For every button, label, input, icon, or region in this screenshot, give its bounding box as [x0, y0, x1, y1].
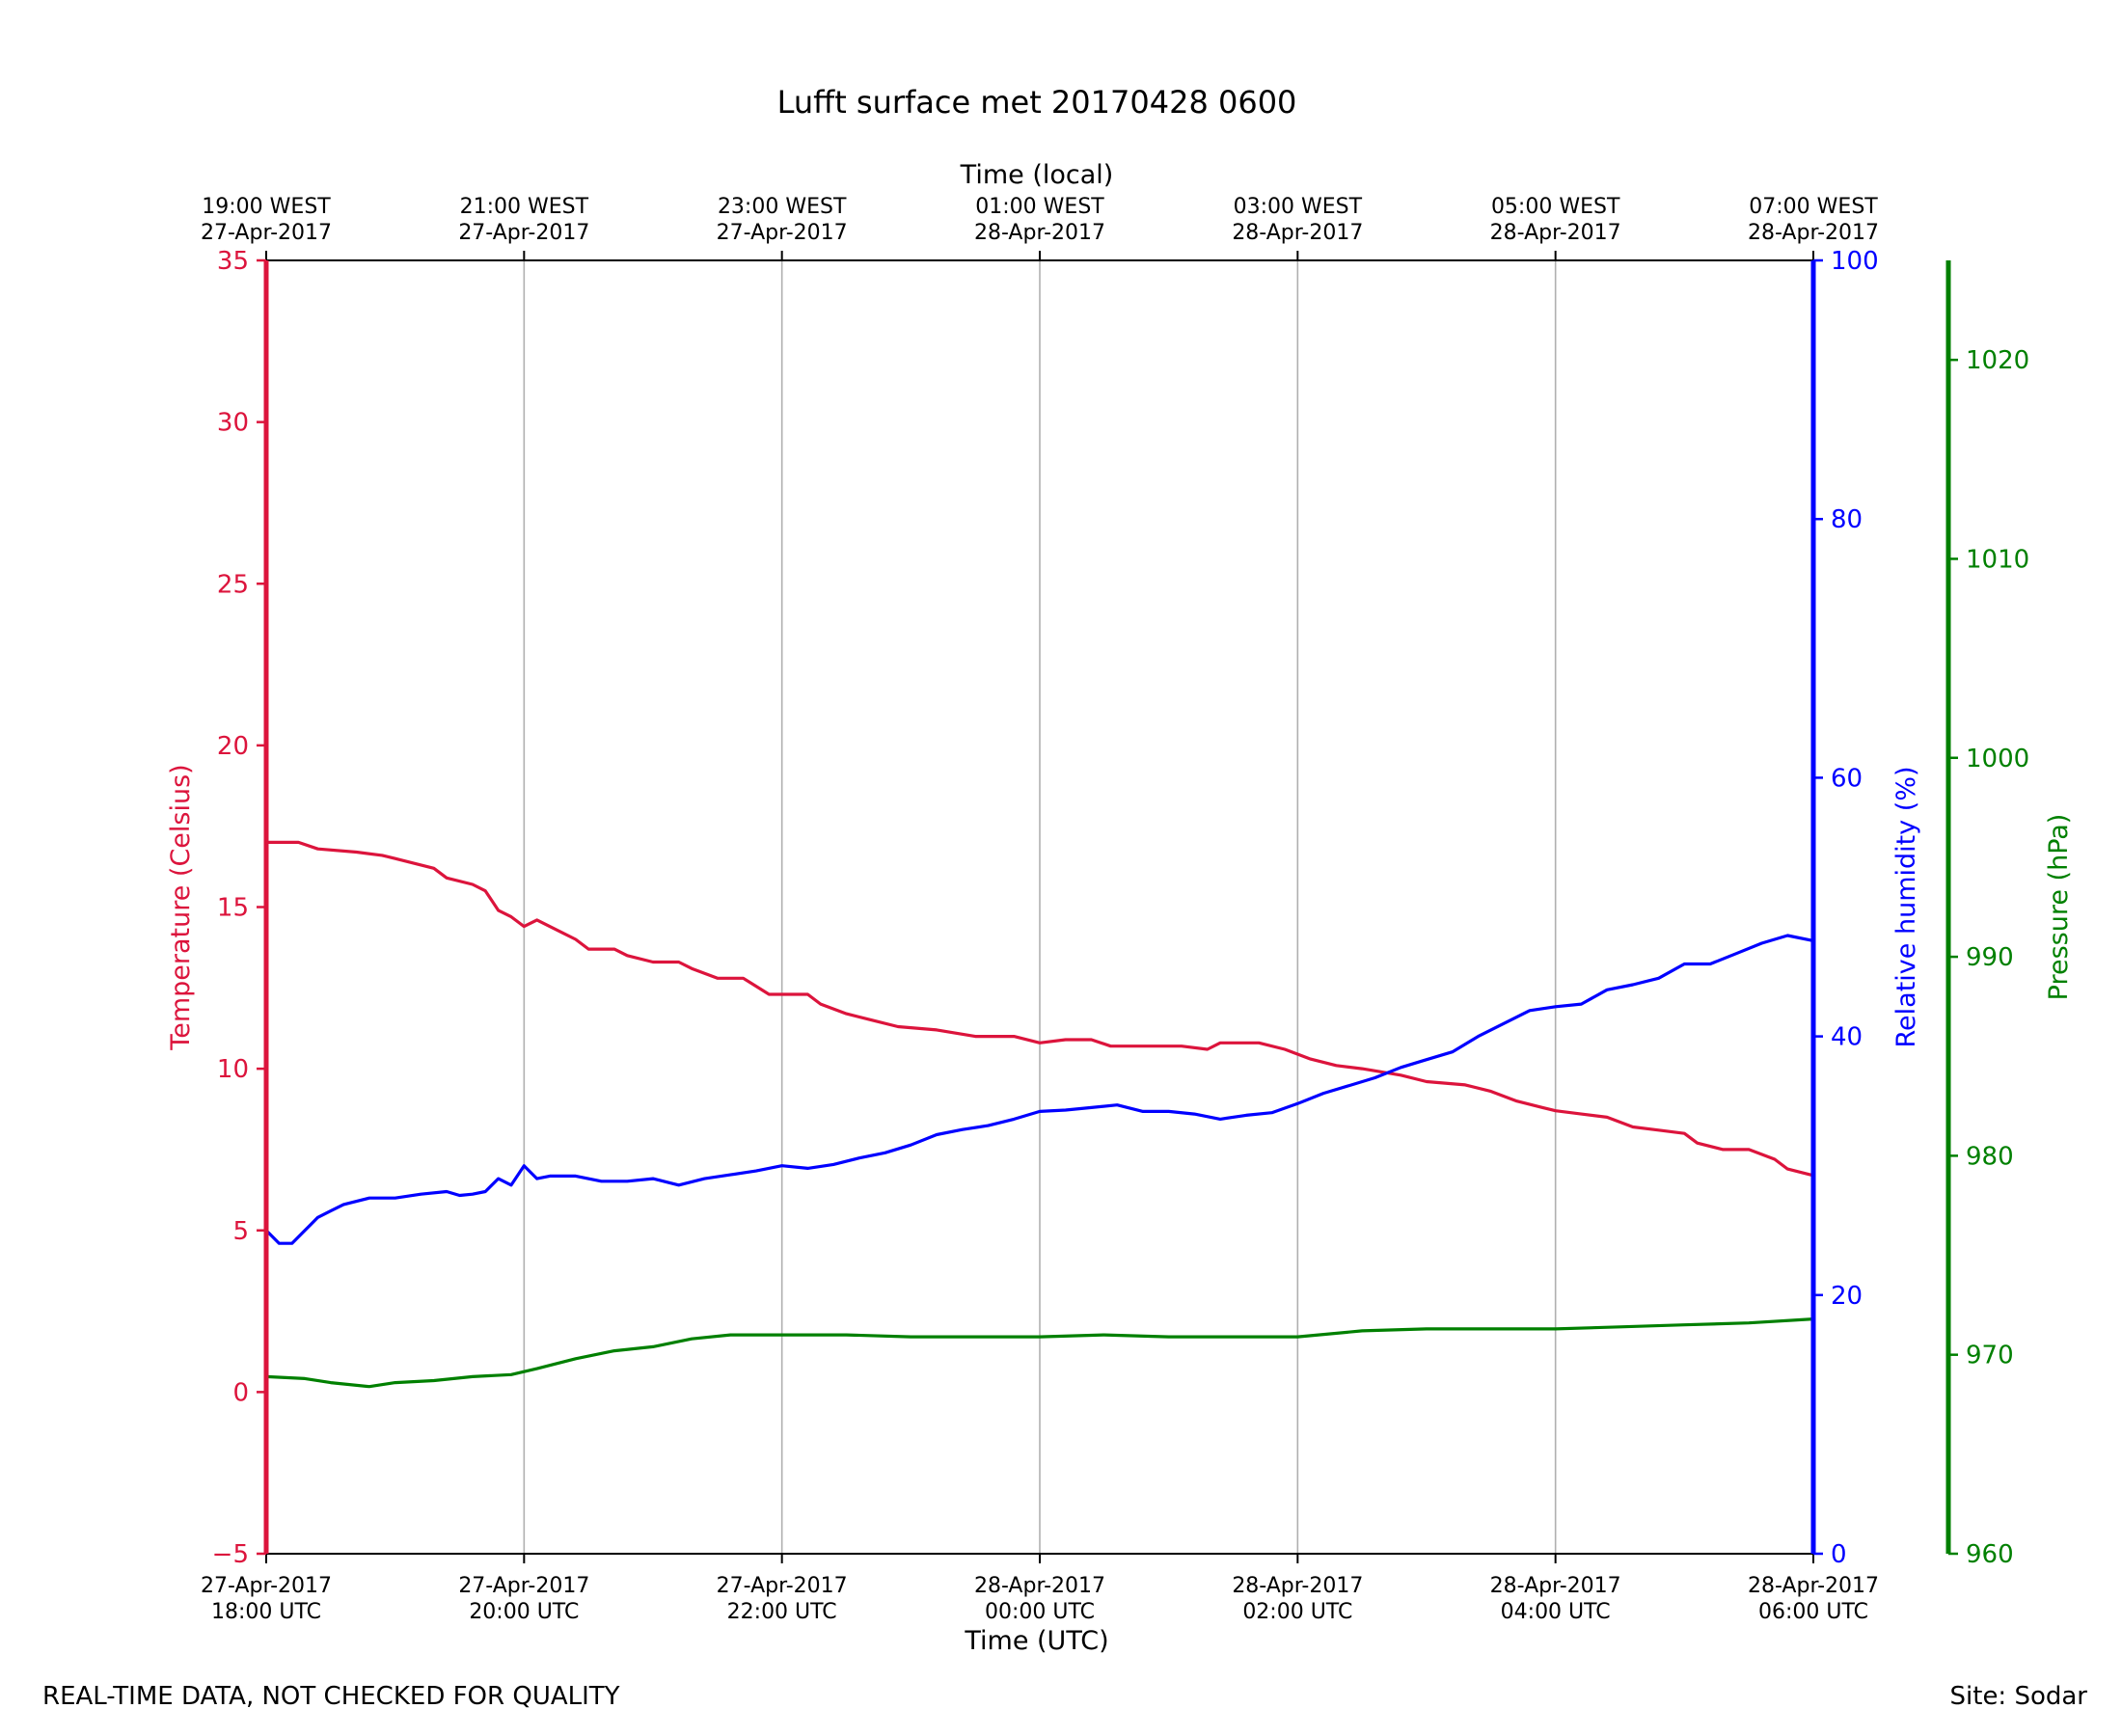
x-top-tick-label-date: 27-Apr-2017 [458, 221, 589, 245]
x-top-tick-label-date: 28-Apr-2017 [974, 221, 1105, 245]
humidity-tick-label: 0 [1831, 1540, 1847, 1569]
temperature-tick-label: −5 [212, 1540, 249, 1569]
pressure-tick-label: 970 [1966, 1342, 2014, 1370]
x-top-tick-label-time: 01:00 WEST [975, 195, 1104, 219]
x-top-tick-label-date: 28-Apr-2017 [1232, 221, 1363, 245]
x-top-tick-label-time: 03:00 WEST [1234, 195, 1363, 219]
pressure-tick-label: 960 [1966, 1540, 2014, 1569]
x-bottom-tick-label-date: 28-Apr-2017 [974, 1574, 1105, 1598]
x-top-tick-label-time: 21:00 WEST [460, 195, 589, 219]
temperature-tick-label: 20 [217, 732, 249, 761]
x-bottom-tick-label-time: 20:00 UTC [469, 1600, 579, 1624]
x-bottom-tick-label-time: 22:00 UTC [727, 1600, 837, 1624]
x-bottom-tick-label-date: 28-Apr-2017 [1490, 1574, 1621, 1598]
x-bottom-tick-label-time: 04:00 UTC [1501, 1600, 1611, 1624]
top-axis-label: Time (local) [960, 160, 1114, 190]
series-group [264, 840, 1814, 1389]
pressure-tick-label: 1000 [1966, 745, 2029, 773]
chart-title: Lufft surface met 20170428 0600 [777, 84, 1297, 121]
x-bottom-tick-label-date: 28-Apr-2017 [1748, 1574, 1879, 1598]
pressure-tick-label: 990 [1966, 943, 2014, 972]
humidity-axis-label: Relative humidity (%) [1891, 766, 1921, 1047]
pressure-series-line [265, 1317, 1814, 1389]
x-bottom-tick-label-date: 27-Apr-2017 [458, 1574, 589, 1598]
temperature-series-line [266, 840, 1814, 1178]
humidity-tick-label: 100 [1831, 247, 1879, 276]
temperature-axis-label: Temperature (Celsius) [166, 764, 196, 1050]
x-top-tick-label-date: 27-Apr-2017 [201, 221, 332, 245]
temperature-tick-label: 10 [217, 1055, 249, 1084]
x-bottom-tick-label-time: 18:00 UTC [211, 1600, 321, 1624]
x-top-tick-label-date: 28-Apr-2017 [1748, 221, 1879, 245]
x-top-tick-label-date: 28-Apr-2017 [1490, 221, 1621, 245]
site-label: Site: Sodar [1949, 1682, 2087, 1711]
x-top-tick-label-time: 05:00 WEST [1491, 195, 1620, 219]
temperature-tick-label: 25 [217, 570, 249, 599]
x-top-tick-label-time: 07:00 WEST [1749, 195, 1878, 219]
quality-disclaimer: REAL-TIME DATA, NOT CHECKED FOR QUALITY [42, 1682, 620, 1711]
x-top-tick-label-time: 19:00 WEST [202, 195, 331, 219]
temperature-tick-label: 5 [232, 1217, 249, 1246]
humidity-tick-label: 40 [1831, 1023, 1863, 1052]
x-bottom-tick-label-time: 00:00 UTC [985, 1600, 1095, 1624]
pressure-tick-label: 1010 [1966, 545, 2029, 574]
x-bottom-tick-label-date: 27-Apr-2017 [717, 1574, 848, 1598]
temperature-tick-label: 15 [217, 894, 249, 923]
x-top-tick-label-date: 27-Apr-2017 [717, 221, 848, 245]
pressure-axis-label: Pressure (hPa) [2044, 814, 2074, 1001]
humidity-series-line [264, 934, 1814, 1245]
pressure-tick-label: 1020 [1966, 346, 2029, 375]
x-bottom-tick-label-time: 06:00 UTC [1758, 1600, 1868, 1624]
pressure-tick-label: 980 [1966, 1142, 2014, 1171]
x-bottom-tick-label-date: 28-Apr-2017 [1232, 1574, 1363, 1598]
plot-frame [263, 259, 1951, 1555]
bottom-axis-label: Time (UTC) [964, 1626, 1108, 1656]
humidity-tick-label: 80 [1831, 505, 1863, 534]
temperature-tick-label: 30 [217, 409, 249, 438]
x-bottom-tick-label-date: 27-Apr-2017 [201, 1574, 332, 1598]
grid-lines [523, 260, 1557, 1554]
humidity-tick-label: 60 [1831, 764, 1863, 793]
humidity-tick-label: 20 [1831, 1282, 1863, 1311]
x-bottom-tick-label-time: 02:00 UTC [1242, 1600, 1352, 1624]
x-top-tick-label-time: 23:00 WEST [718, 195, 847, 219]
temperature-tick-label: 0 [232, 1378, 249, 1407]
temperature-tick-label: 35 [217, 247, 249, 276]
